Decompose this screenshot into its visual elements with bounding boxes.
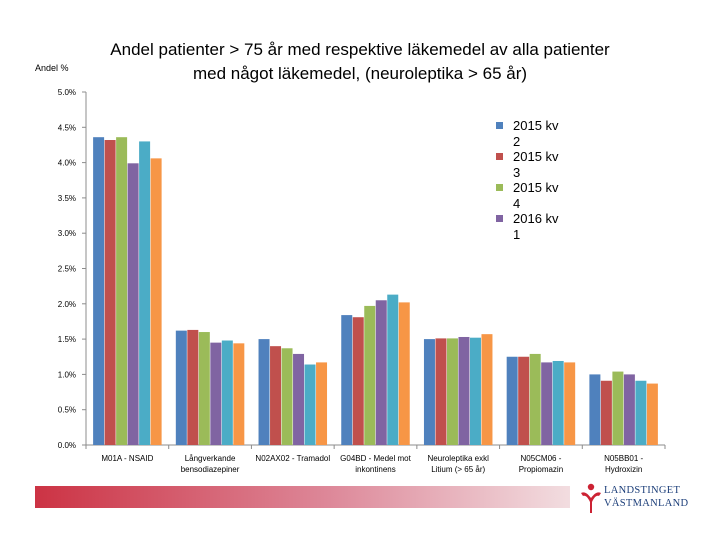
logo-emblem-icon	[581, 483, 601, 513]
bar	[506, 356, 518, 445]
bar	[552, 360, 564, 445]
bar	[612, 371, 624, 445]
y-tick-label: 3.0%	[58, 229, 76, 238]
bar	[341, 315, 353, 445]
landstinget-logo	[581, 483, 601, 513]
bar	[518, 356, 530, 445]
bar	[127, 163, 139, 445]
bar	[423, 339, 435, 445]
legend-swatch	[496, 122, 503, 129]
y-axis-label: Andel %	[35, 63, 69, 73]
bar	[304, 364, 316, 445]
legend-swatch	[496, 153, 503, 160]
y-tick-label: 0.0%	[58, 441, 76, 450]
bar	[635, 380, 647, 445]
bar	[281, 348, 293, 445]
chart-title-line2: med något läkemedel, (neuroleptika > 65 …	[192, 64, 528, 83]
logo-text-line1: LANDSTINGET	[604, 485, 681, 496]
bar	[600, 380, 612, 445]
legend-label: 2016 kv 1	[513, 211, 559, 242]
bar	[93, 137, 105, 445]
bar	[541, 362, 553, 445]
footer-gradient-bar	[35, 486, 570, 508]
bar	[270, 346, 282, 445]
bar	[564, 362, 576, 445]
legend-item: 2015 kv 4	[496, 180, 562, 211]
legend-label: 2015 kv 4	[513, 180, 559, 211]
bar	[529, 353, 541, 445]
bar	[375, 300, 387, 445]
bar	[221, 340, 233, 445]
bar	[150, 158, 162, 445]
x-tick-label: Hydroxizin	[605, 465, 642, 474]
y-tick-label: 4.5%	[58, 123, 76, 132]
x-tick-label: Neuroleptika exkl	[428, 454, 490, 463]
legend-item: 2016 kv 1	[496, 211, 562, 242]
bar	[293, 353, 305, 445]
bar	[210, 342, 222, 445]
y-tick-label: 4.0%	[58, 159, 76, 168]
bar	[435, 338, 447, 445]
bar	[116, 137, 128, 445]
x-tick-label: N05BB01 -	[604, 454, 643, 463]
chart-title-line1: Andel patienter > 75 år med respektive l…	[110, 40, 610, 59]
bar	[469, 337, 481, 445]
x-tick-label: Litium (> 65 år)	[431, 465, 485, 474]
y-tick-label: 1.0%	[58, 370, 76, 379]
bar	[352, 317, 364, 445]
bar	[104, 140, 116, 445]
bar	[589, 374, 601, 445]
bar	[458, 336, 470, 445]
bar	[139, 141, 151, 446]
y-tick-label: 5.0%	[58, 88, 76, 97]
bar-chart: 0.0% 0.5% 1.0% 1.5% 2.0% 2.5% 3.0% 3.5% 4.0% 4.5%…	[58, 88, 666, 474]
x-tick-label: M01A - NSAID	[101, 454, 153, 463]
bar	[198, 332, 210, 445]
bar	[446, 338, 458, 445]
bar	[316, 362, 328, 445]
bar	[187, 329, 199, 445]
y-tick-label: 3.5%	[58, 194, 76, 203]
bar	[364, 305, 376, 445]
bar	[175, 330, 187, 445]
logo-text-line2: VÄSTMANLAND	[604, 498, 689, 509]
bar	[398, 302, 410, 445]
chart-legend: 2015 kv 2 2015 kv 3 2015 kv 4 2016 kv 1	[496, 118, 562, 242]
x-tick-label: Långverkande	[185, 454, 236, 463]
legend-label: 2015 kv 3	[513, 149, 559, 180]
legend-item: 2015 kv 3	[496, 149, 562, 180]
bar	[646, 383, 658, 445]
bar	[481, 334, 493, 445]
x-tick-label: bensodiazepiner	[181, 465, 240, 474]
x-tick-label: inkontinens	[355, 465, 395, 474]
y-tick-label: 2.0%	[58, 300, 76, 309]
bar	[233, 343, 245, 445]
chart-title: Andel patienter > 75 år med respektive l…	[90, 38, 630, 86]
x-tick-label: N02AX02 - Tramadol	[255, 454, 330, 463]
legend-item: 2015 kv 2	[496, 118, 562, 149]
y-tick-label: 0.5%	[58, 406, 76, 415]
x-tick-label: G04BD - Medel mot	[340, 454, 411, 463]
legend-swatch	[496, 215, 503, 222]
bar	[623, 374, 635, 445]
x-tick-label: Propiomazin	[519, 465, 563, 474]
legend-swatch	[496, 184, 503, 191]
bar	[387, 294, 399, 445]
x-tick-label: N05CM06 -	[520, 454, 561, 463]
legend-label: 2015 kv 2	[513, 118, 559, 149]
bar	[258, 339, 270, 445]
y-tick-label: 2.5%	[58, 265, 76, 274]
y-tick-label: 1.5%	[58, 335, 76, 344]
